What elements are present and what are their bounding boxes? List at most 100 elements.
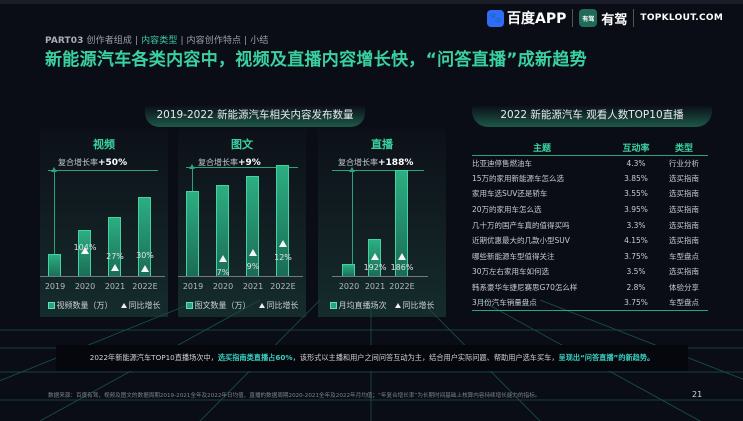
topic-cell: 家用车选SUV还是轿车 [472,189,548,199]
type-cell: 车型盘点 [660,295,708,312]
legend-square-icon [185,302,193,309]
legend-label: 视频数量（万） [56,301,113,310]
table-row: 哪些新能源车型值得关注 3.75% 车型盘点 [472,249,708,265]
video-chart: 视频 复合增长率+50% 104% 27% 30% 2019 2020 2021… [40,129,168,317]
article-legend: 图文数量（万） 同比增长 [178,300,306,311]
table-row: 30万左右家用车如何选 3.5% 选买指南 [472,264,708,280]
legend-square-icon [329,302,337,309]
growth-triangle-icon [111,264,119,271]
table-row: 20万的家用车怎么选 3.95% 选买指南 [472,202,708,218]
cagr-arrow-icon [51,167,57,275]
growth-triangle-icon [81,247,89,254]
article-growth-2020: 7% [216,268,230,277]
livestream-growth-2021: 192% [363,263,387,272]
type-cell: 车型盘点 [669,251,699,261]
x-axis [40,276,165,277]
topic-cell: 3月份汽车销量盘点 [472,295,612,312]
livestream-chart: 直播 复合增长率+188% 192% 186% 2020 2021 2022E … [318,129,446,317]
summary-text: ，该形式以主播和用户之间问答互动为主，结合用户实际问题、帮助用户选车买车， [292,353,559,362]
article-chart: 图文 复合增长率+9% 7% 9% 12% 2019 2020 2021 202… [178,129,306,317]
video-growth-2022e: 30% [136,251,154,260]
content-volume-panel: 2019-2022 新能源汽车相关内容发布数量 视频 复合增长率+50% 104… [40,105,460,317]
growth-triangle-icon [141,265,149,272]
x-label: 2022E [270,282,296,291]
article-growth-2022e: 12% [274,253,292,262]
video-chart-title: 视频 [93,138,115,151]
rate-cell: 4.15% [624,236,648,246]
x-label: 2021 [242,282,264,291]
cagr-value: +188% [378,158,414,168]
content-volume-title: 2019-2022 新能源汽车相关内容发布数量 [145,105,365,127]
cagr-label: 复合增长率 [198,158,238,167]
youjia-app-icon: 有驾 [579,9,598,27]
topklout-logo: TOPKLOUT.COM [640,13,723,23]
rate-cell: 3.5% [626,267,646,277]
topklout-label: TOPKLOUT.COM [640,13,724,23]
breadcrumb-item-summary[interactable]: 小结 [250,36,269,46]
cagr-line [48,170,158,171]
table-header-row: 主题 互动率 类型 [472,141,708,156]
table-row: 3月份汽车销量盘点 3.75% 车型盘点 [472,295,708,312]
cagr-value: +50% [98,158,128,168]
cagr-label: 复合增长率 [58,158,98,167]
article-bar-2020 [216,185,229,277]
legend-bar: 视频数量（万） [47,300,113,311]
cagr-value: +9% [238,158,261,168]
legend-bar: 月均直播场次 [329,300,387,311]
livestream-legend: 月均直播场次 同比增长 [318,300,446,311]
legend-growth: 同比增长 [394,300,435,311]
article-growth-2021: 9% [246,262,260,271]
page-number: 21 [692,390,703,399]
article-bar-2022e [276,165,289,277]
table-row: 韩系豪华车捷尼赛思G70怎么样 2.8% 体验分享 [472,280,708,296]
top10-live-panel: 2022 新能源汽车 观看人数TOP10直播 主题 互动率 类型 比亚迪停售燃油… [472,105,712,320]
table-row: 15万的家用新能源车怎么选 3.85% 选买指南 [472,171,708,187]
logo-divider [633,9,635,27]
cagr-label: 复合增长率 [338,158,378,167]
article-chart-title: 图文 [231,138,253,151]
x-label: 2020 [74,282,96,291]
breadcrumb: PART03 创作者组成 | 内容类型 | 内容创作特点 | 小结 [45,33,268,46]
summary-highlight: 呈现出“问答直播”的新趋势。 [558,353,655,362]
cagr-line [186,167,298,168]
topic-cell: 30万左右家用车如何选 [472,267,550,277]
x-label: 2019 [44,282,66,291]
topic-cell: 韩系豪华车捷尼赛思G70怎么样 [472,283,578,293]
article-bar-2019 [186,191,199,277]
topic-cell: 15万的家用新能源车怎么选 [472,173,565,183]
summary-banner: 2022年新能源汽车TOP10直播场次中，选买指南类直播占60%，该形式以主播和… [56,345,688,371]
legend-growth: 同比增长 [120,300,161,311]
legend-label: 同比增长 [402,301,435,310]
growth-triangle-icon [219,255,227,262]
livestream-growth-2022e: 186% [390,263,414,272]
x-axis [178,276,303,277]
top10-table: 主题 互动率 类型 比亚迪停售燃油车 4.3% 行业分析 15万的家用新能源车怎么选… [472,141,708,312]
breadcrumb-item-content-features[interactable]: 内容创作特点 [186,36,242,46]
growth-triangle-icon [249,249,257,256]
table-row: 比亚迪停售燃油车 4.3% 行业分析 [472,155,708,171]
livestream-bar-2020 [342,264,355,277]
breadcrumb-part: PART03 [45,36,84,46]
breadcrumb-item-creators[interactable]: 创作者组成 [86,36,133,46]
type-cell: 选买指南 [669,173,699,183]
video-growth-2020: 104% [73,243,97,252]
type-cell: 选买指南 [669,236,699,246]
rate-cell: 3.75% [624,251,648,261]
x-label: 2021 [364,282,386,291]
logo-bar: 🐾 百度APP 有驾 有驾 TOPKLOUT.COM [487,6,723,30]
type-cell: 体验分享 [669,283,699,293]
legend-triangle-icon [394,303,401,308]
article-cagr: 复合增长率+9% [198,157,261,168]
x-axis [332,276,428,277]
livestream-chart-title: 直播 [371,138,393,151]
top10-title: 2022 新能源汽车 观看人数TOP10直播 [472,105,712,127]
topic-cell: 20万的家用车怎么选 [472,205,542,215]
x-label: 2019 [182,282,204,291]
type-cell: 行业分析 [669,158,699,168]
rate-cell: 3.3% [626,220,646,230]
baidu-paw-icon: 🐾 [487,9,504,27]
breadcrumb-item-content-type[interactable]: 内容类型 [141,36,178,46]
legend-label: 月均直播场次 [338,301,387,310]
type-cell: 选买指南 [669,205,699,215]
legend-triangle-icon [120,303,127,308]
